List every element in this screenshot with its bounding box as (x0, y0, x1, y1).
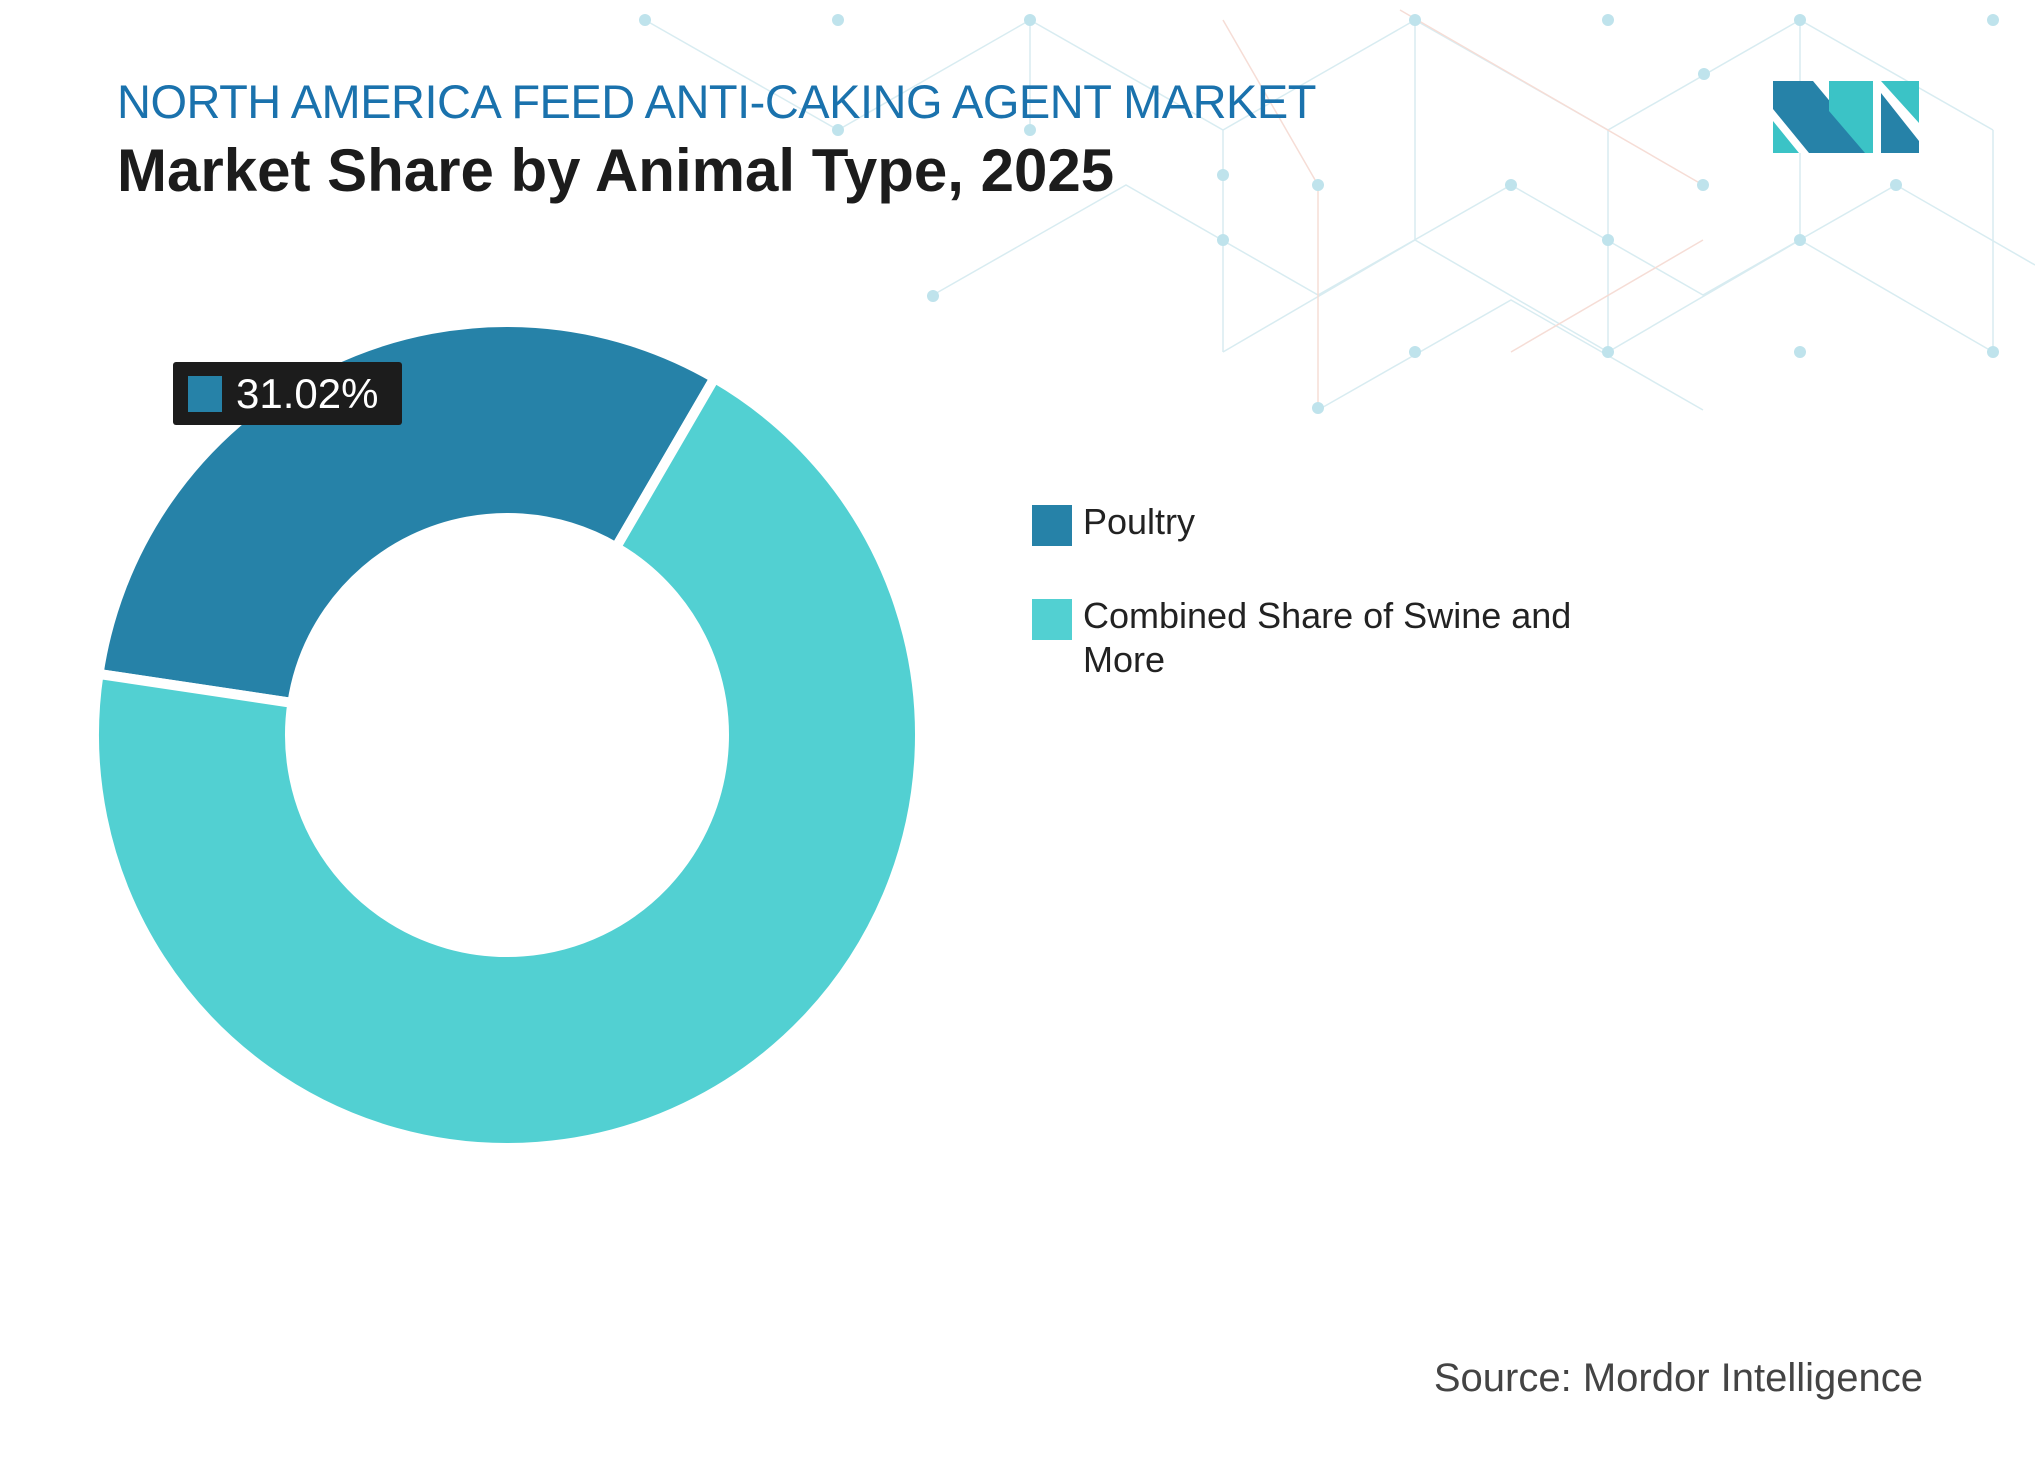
legend-item-poultry: Poultry (1032, 500, 1663, 546)
donut-slice-swine-and-more (89, 371, 925, 1153)
legend-swatch (1032, 599, 1072, 640)
legend-label: Combined Share of Swine and More (1083, 595, 1572, 680)
label-swatch (188, 375, 222, 412)
mordor-intelligence-logo-icon (1773, 81, 1919, 153)
legend-swatch (1032, 505, 1072, 546)
legend-label: Poultry (1083, 501, 1196, 542)
data-label-text: 31.02% (236, 369, 379, 417)
chart-title: Market Share by Animal Type, 2025 (117, 137, 1115, 204)
legend-item-swine-and-more: Combined Share of Swine and More (1032, 594, 1663, 682)
data-label-poultry: 31.02% (173, 362, 402, 425)
legend: Poultry Combined Share of Swine and More (1032, 500, 1663, 730)
chart-supertitle: NORTH AMERICA FEED ANTI-CAKING AGENT MAR… (117, 75, 1316, 128)
source-note: Source: Mordor Intelligence (1433, 1356, 1923, 1400)
